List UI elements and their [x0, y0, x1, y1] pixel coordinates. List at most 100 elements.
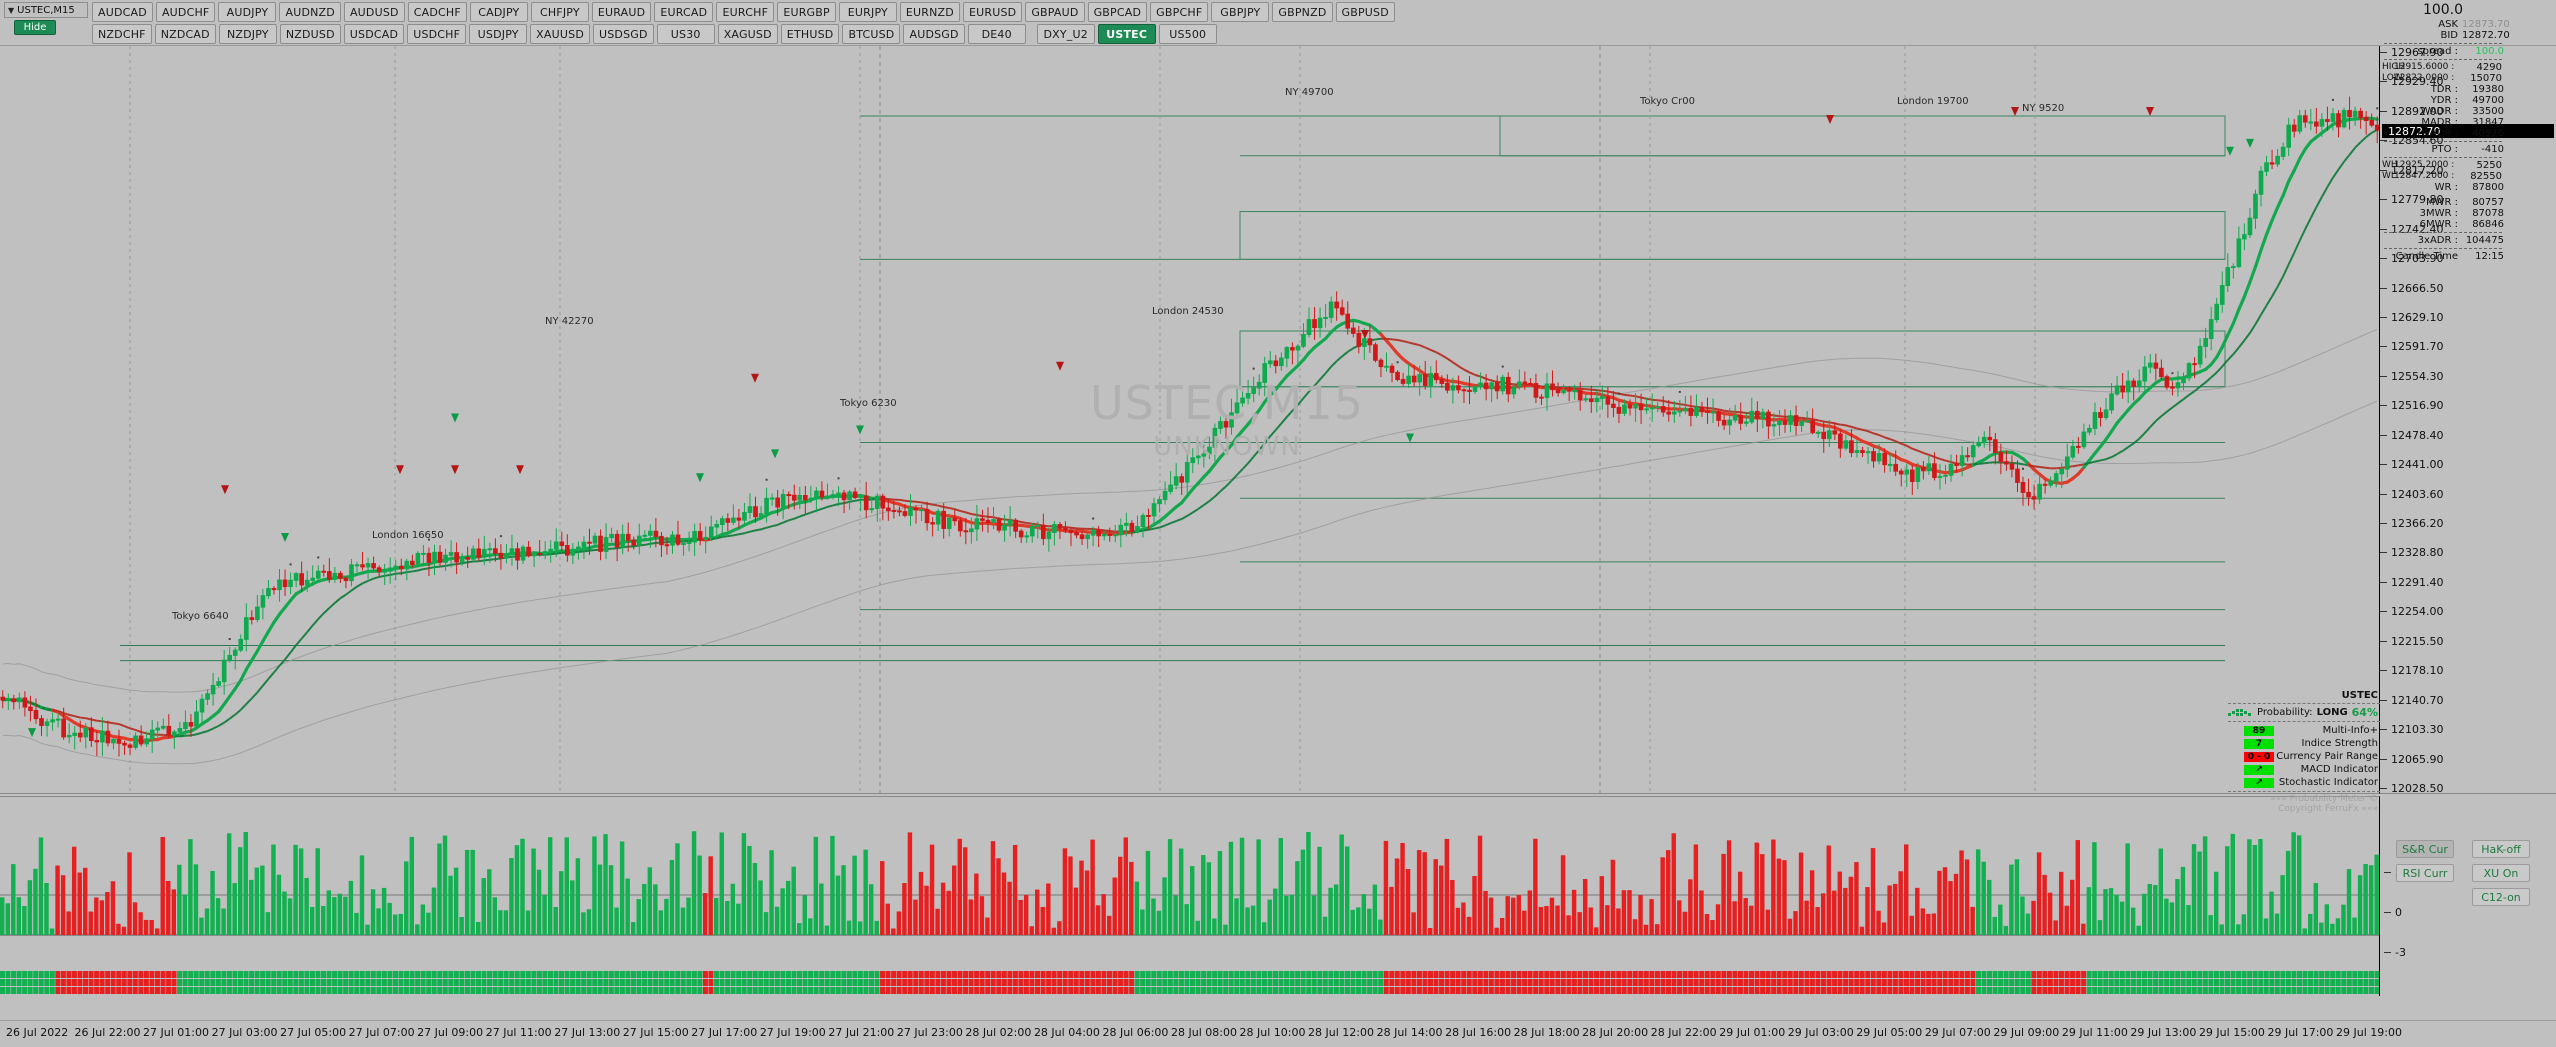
symbol-button-cadchf[interactable]: CADCHF [407, 2, 467, 22]
price-tick: 12441.00 [2380, 458, 2556, 471]
symbol-button-gbpcad[interactable]: GBPCAD [1087, 2, 1148, 22]
tick-mark [2384, 952, 2391, 953]
symbol-button-eurcad[interactable]: EURCAD [654, 2, 714, 22]
symbol-button-audusd[interactable]: AUDUSD [343, 2, 405, 22]
divider [2384, 248, 2502, 249]
main-chart-panel[interactable]: USTEC,M15 UNKNOWN Tokyo 6640 London 16650… [0, 46, 2380, 794]
symbol-button-nzdjpy[interactable]: NZDJPY [218, 24, 277, 44]
pto-row: PTO : -410 [2382, 144, 2504, 155]
symbol-button-eurchf[interactable]: EURCHF [716, 2, 775, 22]
tick-mark [2380, 228, 2387, 230]
symbol-button-usdsgd[interactable]: USDSGD [593, 24, 654, 44]
symbol-button-gbpusd[interactable]: GBPUSD [1335, 2, 1395, 22]
week-low-price: 12847.2000 : [2394, 171, 2455, 181]
sub-tick: -3 [2384, 946, 2406, 959]
range-value: 31847 [2472, 117, 2504, 128]
time-axis-label: 29 Jul 07:00 [1924, 1026, 1991, 1039]
weekly-label: MWR : [2425, 197, 2458, 208]
symbol-button-usdjpy[interactable]: USDJPY [469, 24, 528, 44]
range-label: MADR : [2421, 117, 2458, 128]
wr-value: 87800 [2472, 182, 2504, 193]
price-tick: 12065.90 [2380, 753, 2556, 766]
weekly-value: 80757 [2472, 197, 2504, 208]
symbol-button-eurjpy[interactable]: EURJPY [838, 2, 897, 22]
time-axis-label: 27 Jul 19:00 [759, 1026, 826, 1039]
symbol-button-xagusd[interactable]: XAGUSD [717, 24, 778, 44]
symbol-button-nzdcad[interactable]: NZDCAD [154, 24, 216, 44]
candle-time-label: Candle Time [2395, 251, 2458, 262]
price-tick: 12892.00 [2380, 105, 2556, 118]
weekly-label: 3MWR : [2419, 208, 2458, 219]
symbol-button-eurusd[interactable]: EURUSD [962, 2, 1023, 22]
tick-mark [2380, 729, 2387, 731]
symbol-button-gbpaud[interactable]: GBPAUD [1025, 2, 1085, 22]
symbol-button-gbpnzd[interactable]: GBPNZD [1272, 2, 1333, 22]
session-marker-label: Tokyo Cr00 [1640, 96, 1695, 107]
price-tick-label: 12666.50 [2391, 281, 2444, 295]
divider [2384, 232, 2502, 233]
session-marker-label: NY 49700 [1285, 87, 1334, 98]
control-button-c12-on[interactable]: C12-on [2472, 888, 2530, 906]
symbol-button-audjpy[interactable]: AUDJPY [218, 2, 277, 22]
symbol-button-nzdchf[interactable]: NZDCHF [92, 24, 152, 44]
session-marker-label: NY 42270 [545, 316, 594, 327]
time-axis-label: 26 Jul 2022 [6, 1026, 69, 1039]
oscillator-subwindow[interactable] [0, 796, 2380, 996]
chart-title-box[interactable]: ▼ USTEC,M15 [4, 2, 88, 18]
symbol-button-de40[interactable]: DE40 [967, 24, 1026, 44]
candle-time-row: Candle Time 12:15 [2382, 251, 2504, 262]
symbol-button-audsgd[interactable]: AUDSGD [903, 24, 965, 44]
current-price-label: 12872.70 [2382, 124, 2554, 138]
symbol-button-ethusd[interactable]: ETHUSD [780, 24, 840, 44]
control-button-s-r-cur[interactable]: S&R Cur [2396, 840, 2454, 858]
time-axis-label: 28 Jul 18:00 [1513, 1026, 1580, 1039]
symbol-button-btcusd[interactable]: BTCUSD [842, 24, 901, 44]
tdr-label: TDR : [2430, 84, 2458, 95]
divider [2384, 43, 2502, 44]
symbol-button-audnzd[interactable]: AUDNZD [279, 2, 341, 22]
chevron-down-icon[interactable]: ▼ [8, 5, 15, 15]
symbol-button-cadjpy[interactable]: CADJPY [469, 2, 528, 22]
price-tick-label: 12328.80 [2391, 546, 2444, 560]
hide-button[interactable]: Hide [14, 20, 56, 35]
symbol-button-chfjpy[interactable]: CHFJPY [530, 2, 589, 22]
time-axis[interactable]: 26 Jul 2022 26 Jul 22:00 27 Jul 01:00 27 Ju… [0, 1020, 2556, 1047]
tick-mark [2384, 912, 2391, 913]
symbol-button-euraud[interactable]: EURAUD [591, 2, 652, 22]
time-axis-label: 29 Jul 17:00 [2267, 1026, 2334, 1039]
adr-label: 3xADR : [2417, 235, 2458, 246]
price-tick-label: 12366.20 [2391, 517, 2444, 531]
probability-meter-panel: USTEC Probability: LONG 64% 89 Multi-Info… [2228, 690, 2380, 814]
divider [2228, 791, 2380, 792]
status-badge: 0 - 0 [2244, 751, 2274, 762]
control-button-xu-on[interactable]: XU On [2472, 864, 2530, 882]
symbol-button-usdchf[interactable]: USDCHF [407, 24, 467, 44]
tick-mark [2380, 405, 2387, 407]
time-axis-label: 28 Jul 10:00 [1239, 1026, 1306, 1039]
symbol-toolbar: ▼ USTEC,M15 Hide AUDCAD AUDCHF AUDJPY AUDNZ… [0, 0, 2556, 46]
price-scale[interactable]: 12967.90 12929.40 12892.00 12854.60 12817.20… [2380, 46, 2556, 795]
symbol-button-us500[interactable]: US500 [1158, 24, 1217, 44]
price-tick-label: 12403.60 [2391, 487, 2444, 501]
symbol-button-ustec[interactable]: USTEC [1097, 24, 1156, 44]
symbol-button-dxy_u2[interactable]: DXY_U2 [1036, 24, 1095, 44]
price-tick-label: 12441.00 [2391, 458, 2444, 472]
symbol-button-gbpjpy[interactable]: GBPJPY [1211, 2, 1270, 22]
symbol-button-xauusd[interactable]: XAUUSD [530, 24, 590, 44]
low-value: 15070 [2470, 73, 2502, 84]
tick-mark [2380, 758, 2387, 760]
symbol-button-eurgbp[interactable]: EURGBP [777, 2, 836, 22]
control-button-rsi-curr[interactable]: RSI Curr [2396, 864, 2454, 882]
symbol-button-nzdusd[interactable]: NZDUSD [279, 24, 341, 44]
symbol-button-audcad[interactable]: AUDCAD [92, 2, 153, 22]
symbol-button-us30[interactable]: US30 [656, 24, 715, 44]
symbol-button-gbpchf[interactable]: GBPCHF [1150, 2, 1209, 22]
probability-indicator-row: 0 - 0 Currency Pair Range [2228, 750, 2380, 763]
control-button-hak-off[interactable]: HaK-off [2472, 840, 2530, 858]
symbol-button-audchf[interactable]: AUDCHF [155, 2, 216, 22]
symbol-button-eurnzd[interactable]: EURNZD [899, 2, 960, 22]
tdr-row: TDR : 19380 [2382, 84, 2504, 95]
symbol-button-usdcad[interactable]: USDCAD [343, 24, 405, 44]
price-tick: 12328.80 [2380, 546, 2556, 559]
ask-value: 12873.70 [2462, 19, 2510, 30]
